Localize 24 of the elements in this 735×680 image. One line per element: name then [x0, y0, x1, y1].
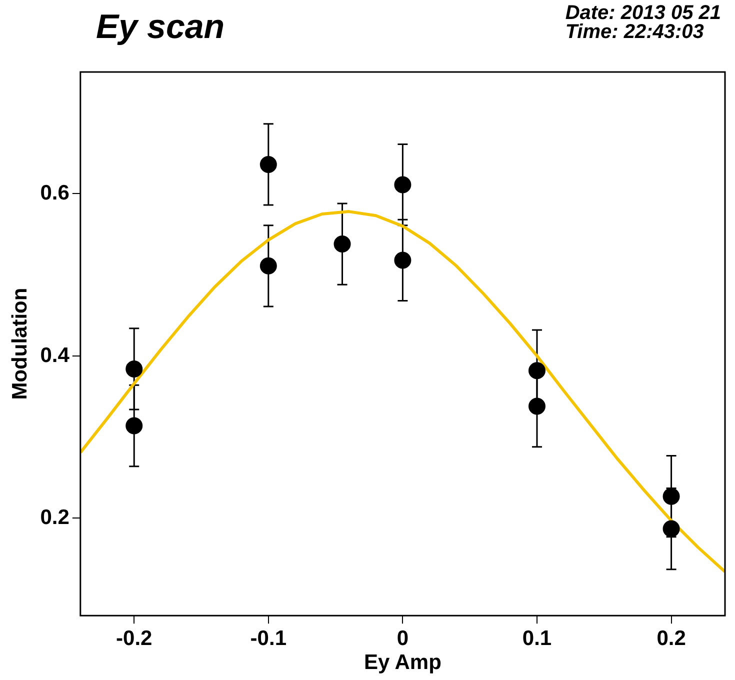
point [662, 520, 680, 538]
x-axis-title: Ey Amp [364, 651, 442, 674]
text: Date: 2013 05 21 [565, 2, 721, 24]
y-tick-label: 0.6 [40, 182, 70, 204]
y-tick-label: 0.4 [40, 344, 70, 367]
point [662, 488, 680, 505]
point [126, 360, 143, 378]
x-tick-label: 0 [396, 626, 409, 650]
y-tick-label: 0.2 [40, 506, 70, 530]
point [528, 362, 546, 380]
point [260, 257, 277, 274]
point [394, 252, 412, 269]
x-tick-label: 0.2 [656, 626, 686, 650]
point [260, 156, 277, 173]
x-tick-label: -0.1 [250, 626, 287, 650]
point [334, 236, 351, 253]
point [528, 398, 546, 415]
point [126, 417, 143, 434]
x-tick-label: 0.1 [522, 626, 552, 650]
point [394, 176, 412, 194]
chart-title: Ey scan [96, 8, 225, 47]
x-tick-label: -0.2 [116, 626, 152, 650]
y-axis-title: Modulation [8, 288, 32, 400]
text: Time: 22:43:03 [565, 21, 705, 43]
